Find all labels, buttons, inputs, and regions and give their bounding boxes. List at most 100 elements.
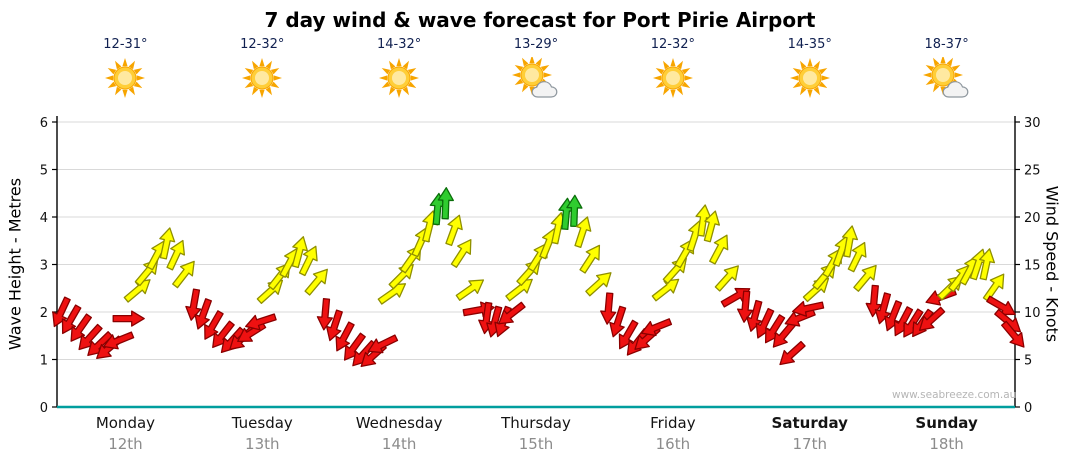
wind-arrow (979, 248, 996, 281)
wind-arrow (194, 298, 212, 330)
sun-icon (789, 58, 830, 98)
day-column-friday: 12-32° (604, 36, 741, 103)
wind-arrow (335, 321, 355, 352)
wind-arrow (651, 278, 680, 302)
day-column-wednesday: 14-32° (331, 36, 468, 103)
wind-arrow (256, 279, 284, 305)
sun-icon (105, 58, 146, 98)
wind-arrow (585, 272, 612, 297)
wind-arrow (736, 290, 754, 323)
wind-arrow (498, 301, 526, 325)
wind-arrow (204, 310, 224, 340)
day-label-wednesday: Wednesday 14th (331, 414, 468, 453)
day-label-thursday: Thursday 15th (468, 414, 605, 453)
day-temp-range: 13-29° (513, 37, 559, 52)
wind-arrow (982, 273, 1005, 302)
wind-arrow (70, 313, 93, 342)
day-column-sunday: 18-37° (878, 36, 1015, 103)
day-temp-range: 12-32° (650, 37, 695, 52)
sun-cloud-icon (512, 57, 558, 98)
wind-arrow (918, 306, 946, 331)
wind-tick-label: 10 (1024, 306, 1041, 321)
day-date: 13th (245, 435, 280, 453)
day-name: Saturday (771, 414, 848, 432)
wind-tick-label: 0 (1024, 401, 1032, 416)
wind-arrow (437, 187, 454, 220)
wind-arrow (566, 194, 583, 228)
day-date: 18th (929, 435, 964, 453)
wind-arrow (61, 304, 82, 335)
day-name: Monday (95, 414, 156, 432)
day-name: Friday (650, 414, 696, 432)
wave-tick-label: 0 (40, 401, 48, 416)
wave-tick-label: 1 (40, 354, 48, 369)
wind-arrow (874, 292, 892, 325)
wind-arrow (884, 300, 903, 332)
day-label-friday: Friday 16th (604, 414, 741, 453)
wind-arrow (367, 334, 399, 354)
day-column-monday: 12-31° (57, 36, 194, 103)
wind-arrow (600, 292, 617, 325)
wind-arrow (172, 260, 195, 289)
sun-icon (379, 58, 420, 98)
wind-arrow (159, 227, 176, 260)
day-temp-range: 18-37° (924, 37, 969, 52)
day-column-tuesday: 12-32° (194, 36, 331, 103)
day-temp-range: 12-31° (103, 37, 148, 52)
wind-tick-label: 5 (1024, 354, 1032, 369)
sun-icon (652, 58, 693, 98)
day-date: 15th (518, 435, 554, 453)
day-name: Wednesday (355, 414, 443, 432)
day-name: Tuesday (231, 414, 293, 432)
wind-arrow (166, 239, 186, 271)
cloud-shape (942, 81, 968, 98)
forecast-header: 12-31° 12-32° 14-32° 13-29° 12-32° 14-35… (57, 36, 1015, 103)
wind-arrow (579, 244, 601, 274)
day-label-saturday: Saturday 17th (741, 414, 878, 453)
wind-arrow (455, 279, 485, 301)
day-label-monday: Monday 12th (57, 414, 194, 453)
wind-arrow (298, 245, 318, 277)
day-label-sunday: Sunday 18th (878, 414, 1015, 453)
wind-arrow (52, 296, 71, 328)
day-column-thursday: 13-29° (468, 36, 605, 103)
wind-arrow (103, 331, 135, 350)
wind-arrow (291, 236, 309, 269)
wind-arrow (316, 298, 334, 331)
wind-arrow (618, 319, 639, 350)
wind-arrow (185, 288, 202, 321)
wind-arrow (714, 265, 739, 292)
sun-cloud-icon (922, 57, 968, 98)
wind-arrow (703, 210, 721, 243)
wind-arrow (325, 309, 343, 342)
sun-icon (242, 58, 283, 98)
wind-arrow (1001, 320, 1025, 348)
wind-arrow (779, 340, 806, 366)
wave-tick-label: 4 (40, 211, 48, 226)
cloud-shape (531, 81, 558, 98)
wind-arrow (609, 305, 627, 338)
wave-tick-label: 5 (40, 164, 48, 179)
day-label-tuesday: Tuesday 13th (194, 414, 331, 453)
wind-arrow (709, 234, 729, 265)
day-date: 14th (381, 435, 417, 453)
day-name: Sunday (915, 414, 978, 432)
wind-arrow (245, 313, 277, 331)
day-name: Thursday (501, 414, 571, 432)
wind-arrow (847, 241, 867, 273)
wind-arrow (574, 216, 592, 249)
wind-tick-label: 15 (1024, 259, 1041, 274)
day-temp-range: 14-35° (787, 37, 832, 52)
wind-arrow (445, 214, 463, 247)
day-date: 12th (108, 435, 143, 453)
wind-arrow (304, 268, 328, 296)
wind-tick-label: 25 (1024, 164, 1041, 179)
day-temp-range: 14-32° (377, 37, 422, 52)
day-date: 17th (792, 435, 827, 453)
wind-arrow (450, 239, 472, 268)
page-title: 7 day wind & wave forecast for Port Piri… (264, 8, 816, 32)
wind-arrow (640, 318, 673, 337)
wind-arrow (841, 225, 859, 258)
